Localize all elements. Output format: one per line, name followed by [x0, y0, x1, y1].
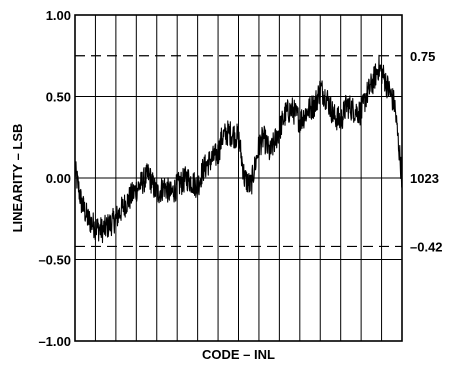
y-tick-label: 0.50 — [46, 90, 71, 105]
data-series — [74, 54, 403, 244]
end-code-label: 1023 — [410, 171, 439, 186]
y-tick-label: –1.00 — [38, 334, 71, 349]
y-tick-label: –0.50 — [38, 253, 71, 268]
reference-label: –0.42 — [410, 239, 443, 254]
plot-frame — [74, 14, 403, 342]
x-axis-label: CODE – INL — [202, 347, 275, 362]
grid-lines — [75, 14, 402, 342]
reference-label: 0.75 — [410, 49, 435, 64]
reference-labels: 0.75 –0.42 — [410, 49, 443, 255]
y-tick-label: 1.00 — [46, 8, 71, 23]
y-axis-label: LINEARITY – LSB — [10, 124, 25, 233]
inl-trace — [74, 54, 403, 244]
reference-lines — [75, 55, 402, 248]
y-tick-labels: 1.00 0.50 0.00 –0.50 –1.00 — [38, 8, 71, 349]
y-tick-label: 0.00 — [46, 171, 71, 186]
